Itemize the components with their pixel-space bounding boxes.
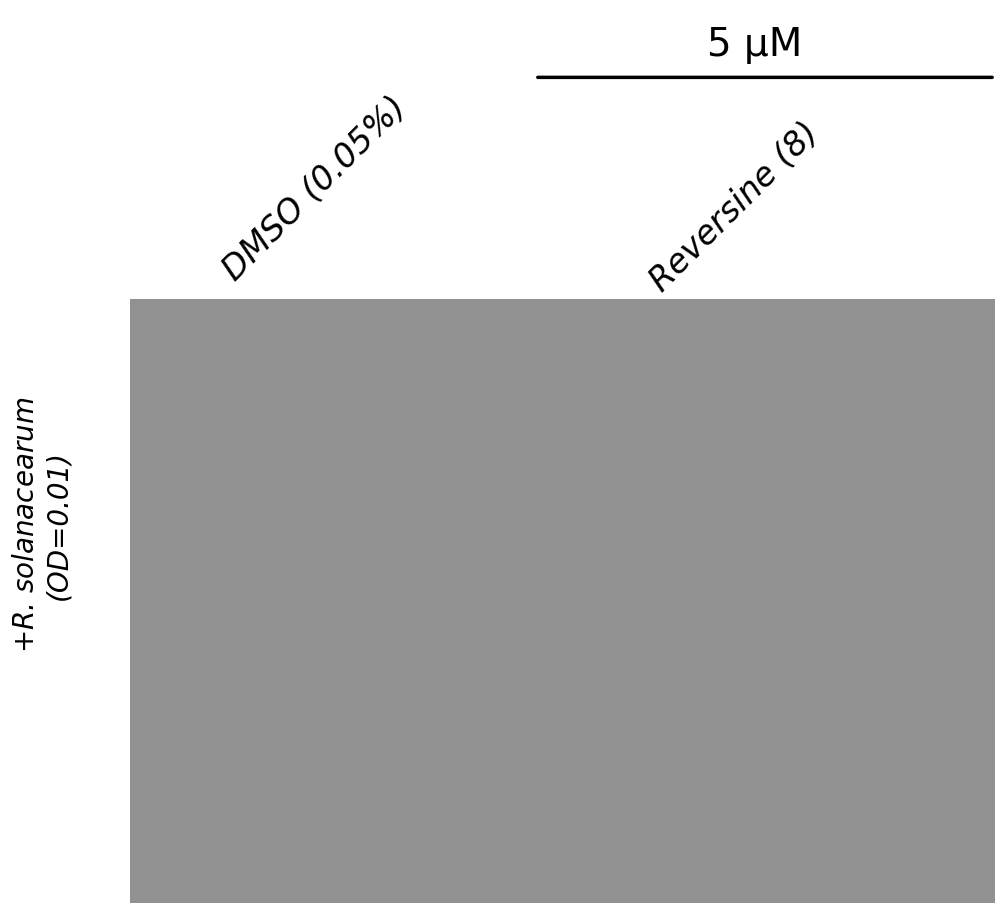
Text: DMSO (0.05%): DMSO (0.05%): [217, 90, 413, 287]
Text: +$R$. $solanacearum$
(OD=0.01): +$R$. $solanacearum$ (OD=0.01): [12, 397, 72, 653]
Text: Reversine (8): Reversine (8): [644, 116, 826, 298]
Text: 5 μM: 5 μM: [707, 26, 803, 64]
